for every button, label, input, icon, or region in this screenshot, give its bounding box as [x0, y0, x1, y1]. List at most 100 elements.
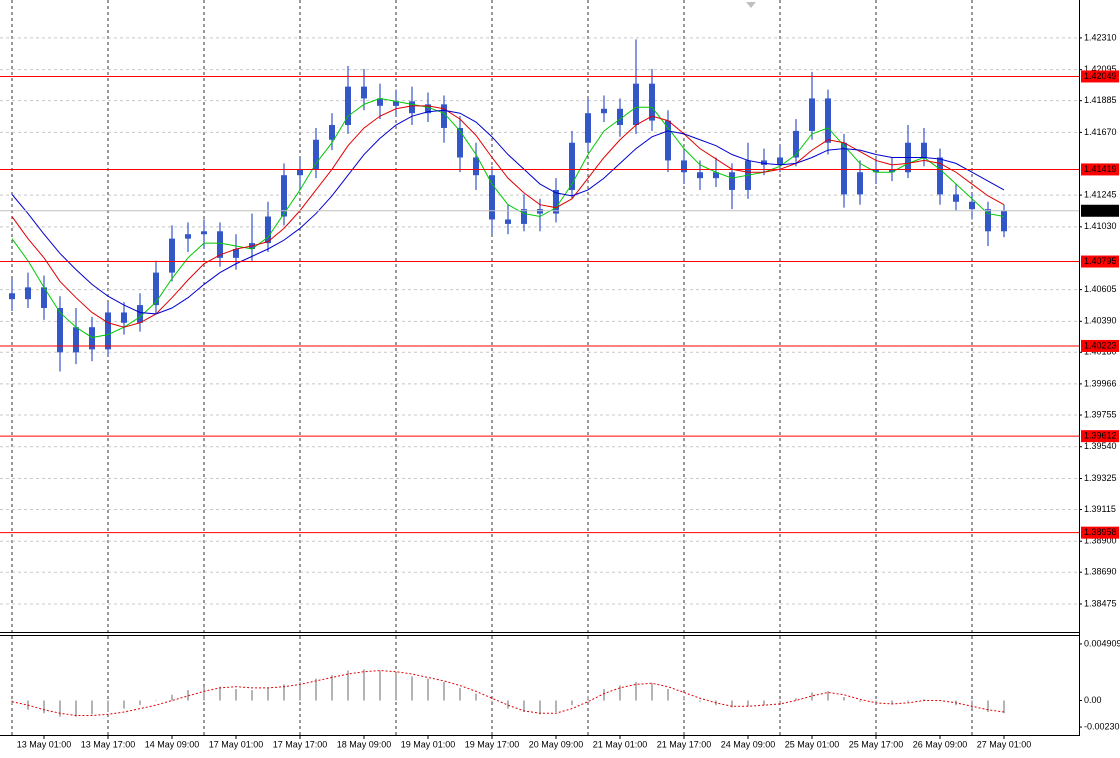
candle-body — [889, 169, 895, 173]
histogram-bar — [811, 692, 813, 701]
histogram-bar — [475, 693, 477, 701]
x-tick-label: 13 May 01:00 — [17, 739, 72, 749]
candle-body — [169, 238, 175, 273]
candle-body — [153, 272, 159, 306]
y-tick-label: -0.00230 — [1084, 721, 1120, 731]
candle-body — [985, 209, 991, 232]
histogram-bar — [123, 700, 125, 709]
candle-body — [857, 172, 863, 195]
histogram-bar — [75, 700, 77, 717]
level-label-bg — [1081, 526, 1119, 539]
y-tick-label: 1.39325 — [1084, 473, 1117, 483]
level-label-bg — [1081, 255, 1119, 268]
y-tick-label: 1.41245 — [1084, 189, 1117, 199]
histogram-bar — [635, 682, 637, 701]
histogram-bar — [299, 682, 301, 701]
candle-body — [185, 234, 191, 239]
candle-body — [505, 219, 511, 224]
candle-body — [457, 127, 463, 158]
candle-body — [393, 101, 399, 106]
x-tick-label: 14 May 09:00 — [145, 739, 200, 749]
candle-body — [473, 157, 479, 176]
candle-body — [809, 98, 815, 131]
x-tick-label: 21 May 17:00 — [657, 739, 712, 749]
histogram-bar — [395, 672, 397, 701]
candle-body — [281, 175, 287, 217]
candle-body — [553, 189, 559, 214]
level-label: 1.38958 — [1084, 527, 1117, 537]
histogram-bar — [219, 686, 221, 701]
x-tick-label: 26 May 09:00 — [913, 739, 968, 749]
candle-body — [585, 113, 591, 143]
histogram-bar — [923, 699, 925, 701]
candle-body — [329, 125, 335, 140]
histogram-bar — [523, 700, 525, 713]
histogram-bar — [347, 670, 349, 701]
candle-body — [297, 169, 303, 176]
moving-average — [11, 105, 1005, 328]
histogram-bar — [683, 695, 685, 701]
histogram-bar — [987, 700, 989, 713]
histogram-bar — [875, 700, 877, 704]
x-tick-label: 18 May 09:00 — [337, 739, 392, 749]
candle-body — [73, 327, 79, 353]
moving-average — [11, 109, 1005, 315]
histogram-bar — [459, 687, 461, 701]
candle-body — [969, 201, 975, 210]
histogram-bar — [603, 688, 605, 701]
level-label: 1.41419 — [1084, 164, 1117, 174]
candle-body — [41, 287, 47, 309]
histogram-bar — [91, 700, 93, 715]
histogram-bar — [555, 700, 557, 713]
x-tick-label: 19 May 17:00 — [465, 739, 520, 749]
shift-marker — [746, 2, 756, 8]
histogram-bar — [107, 700, 109, 713]
candle-body — [937, 157, 943, 195]
candle-body — [569, 142, 575, 190]
histogram-bar — [763, 700, 765, 706]
histogram-bar — [267, 687, 269, 701]
histogram-bar — [363, 669, 365, 701]
candle-body — [425, 104, 431, 114]
histogram-bar — [283, 684, 285, 701]
histogram-bar — [59, 700, 61, 717]
candle-body — [1001, 210, 1007, 232]
candle-body — [361, 86, 367, 99]
moving-average — [11, 97, 1005, 339]
level-label: 1.40795 — [1084, 256, 1117, 266]
candle-body — [137, 305, 143, 323]
y-tick-label: 0.00 — [1084, 695, 1102, 705]
x-tick-label: 17 May 01:00 — [209, 739, 264, 749]
y-tick-label: 1.39540 — [1084, 441, 1117, 451]
level-label-bg — [1081, 339, 1119, 352]
level-label: 1.42049 — [1084, 71, 1117, 81]
candle-body — [201, 231, 207, 235]
y-tick-label: 1.38900 — [1084, 536, 1117, 546]
signal-line — [11, 670, 1005, 717]
candle-body — [601, 108, 607, 114]
histogram-bar — [971, 700, 973, 709]
level-label-bg — [1081, 430, 1119, 443]
y-tick-label: 1.41670 — [1084, 127, 1117, 137]
y-tick-label: 1.38475 — [1084, 598, 1117, 608]
y-tick-label: 1.40605 — [1084, 284, 1117, 294]
histogram-bar — [171, 694, 173, 701]
candle-body — [265, 216, 271, 244]
x-tick-label: 25 May 01:00 — [785, 739, 840, 749]
histogram-bar — [491, 700, 493, 702]
x-tick-label: 24 May 09:00 — [721, 739, 776, 749]
candle-body — [521, 209, 527, 224]
candle-body — [649, 83, 655, 121]
candle-body — [793, 130, 799, 158]
candle-body — [9, 293, 15, 300]
histogram-bar — [251, 690, 253, 701]
histogram-bar — [155, 700, 157, 702]
y-tick-label: 1.40390 — [1084, 316, 1117, 326]
histogram-bar — [411, 676, 413, 701]
candle-body — [665, 120, 671, 161]
y-tick-label: 0.004909 — [1084, 638, 1120, 648]
histogram-bar — [507, 700, 509, 709]
candle-body — [841, 142, 847, 195]
candle-body — [681, 160, 687, 173]
histogram-bar — [1003, 700, 1005, 714]
